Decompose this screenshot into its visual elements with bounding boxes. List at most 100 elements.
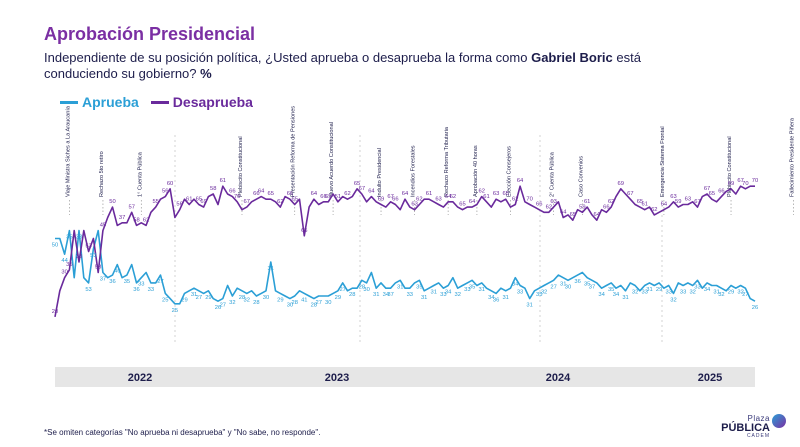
chart-legend: Aprueba Desaprueba (60, 94, 253, 110)
data-label-aprueba: 29 (205, 295, 211, 301)
data-label-aprueba: 32 (737, 290, 743, 296)
data-label-aprueba: 27 (196, 295, 202, 301)
data-label-aprueba: 32 (689, 290, 695, 296)
data-label-desaprueba: 62 (478, 189, 484, 195)
data-label-aprueba: 32 (670, 297, 676, 303)
data-label-desaprueba: 62 (416, 196, 422, 202)
event-label: Viaje Ministra Siches a La Araucanía (65, 105, 71, 197)
event-label: Nuevo Acuerdo Constitucional (329, 122, 335, 197)
data-label-aprueba: 31 (191, 292, 197, 298)
question-unit: % (200, 66, 212, 81)
data-label-aprueba: 33 (680, 290, 686, 296)
data-label-aprueba: 30 (287, 303, 293, 309)
data-label-desaprueba: 65 (502, 191, 508, 197)
data-label-aprueba: 27 (550, 284, 556, 290)
survey-question: Independiente de su posición política, ¿… (44, 50, 641, 81)
data-label-aprueba: 33 (148, 287, 154, 293)
data-label-aprueba: 27 (220, 303, 226, 309)
data-label-desaprueba: 65 (196, 196, 202, 202)
data-label-aprueba: 53 (90, 253, 96, 259)
data-label-aprueba: 36 (109, 279, 115, 285)
data-label-aprueba: 37 (589, 284, 595, 290)
data-label-aprueba: 31 (502, 295, 508, 301)
data-label-aprueba: 32 (541, 290, 547, 296)
data-label-aprueba: 40 (114, 269, 120, 275)
data-label-aprueba: 30 (263, 295, 269, 301)
data-label-desaprueba: 65 (637, 199, 643, 205)
data-label-desaprueba: 65 (325, 194, 331, 200)
data-label-desaprueba: 58 (210, 186, 216, 192)
data-label-aprueba: 29 (728, 290, 734, 296)
question-subject: Gabriel Boric (531, 50, 613, 65)
logo-icon (772, 414, 786, 428)
data-label-aprueba: 35 (608, 287, 614, 293)
data-label-aprueba: 32 (455, 292, 461, 298)
data-label-aprueba: 33 (76, 235, 82, 241)
data-label-desaprueba: 61 (584, 199, 590, 205)
data-label-aprueba: 28 (253, 300, 259, 306)
footnote: *Se omiten categorías "No aprueba ni des… (44, 428, 321, 437)
year-band (55, 367, 755, 387)
data-label-aprueba: 34 (598, 292, 605, 298)
data-label-desaprueba: 58 (133, 217, 139, 223)
plaza-publica-logo: Plaza PÚBLICA CADEM (706, 414, 786, 440)
data-label-desaprueba: 67 (387, 194, 393, 200)
data-label-desaprueba: 53 (95, 264, 101, 270)
data-label-desaprueba: 64 (311, 191, 318, 197)
data-label-aprueba: 35 (469, 284, 475, 290)
data-label-desaprueba: 67 (694, 199, 700, 205)
year-label: 2024 (546, 372, 571, 384)
event-label: Fallecimiento Presidente Piñera (789, 117, 795, 197)
data-label-desaprueba: 65 (291, 196, 297, 202)
data-label-desaprueba: 62 (143, 217, 149, 223)
data-label-desaprueba: 65 (354, 181, 360, 187)
event-label: Presentación Reforma de Pensiones (291, 106, 297, 197)
data-label-desaprueba: 62 (450, 194, 456, 200)
data-label-desaprueba: 70 (234, 194, 240, 200)
data-label-aprueba: 33 (440, 292, 446, 298)
event-label: Aprobación 40 horas (473, 145, 479, 197)
data-label-desaprueba: 64 (402, 191, 409, 197)
data-label-aprueba: 36 (574, 279, 580, 285)
data-label-aprueba: 31 (560, 282, 566, 288)
data-label-aprueba: 28 (359, 284, 365, 290)
data-label-desaprueba: 62 (651, 207, 657, 213)
legend-aprueba: Aprueba (60, 94, 139, 110)
data-label-aprueba: 30 (325, 300, 331, 306)
data-label-aprueba: 28 (239, 295, 245, 301)
event-label: Rechazo 5to retiro (99, 151, 105, 197)
data-label-desaprueba: 35 (66, 262, 72, 268)
event-label: Incendios Forestales (411, 145, 417, 197)
data-label-desaprueba: 64 (469, 199, 476, 205)
data-label-desaprueba: 63 (670, 194, 676, 200)
data-label-aprueba: 36 (133, 287, 139, 293)
event-label: Plebiscito Constitucional (727, 136, 733, 197)
data-label-desaprueba: 62 (512, 196, 518, 202)
data-label-aprueba: 29 (656, 287, 662, 293)
legend-desaprueba: Desaprueba (150, 94, 253, 110)
data-label-desaprueba: 65 (709, 191, 715, 197)
data-label-aprueba: 33 (407, 292, 413, 298)
data-label-desaprueba: 62 (277, 199, 283, 205)
data-label-desaprueba: 64 (445, 194, 452, 200)
event-label: Caso Convenios (578, 156, 584, 197)
data-label-desaprueba: 63 (685, 196, 691, 202)
data-label-aprueba: 34 (512, 282, 519, 288)
data-label-desaprueba: 37 (119, 215, 125, 221)
event-label: Elección Consejeros (506, 146, 512, 197)
data-label-desaprueba: 62 (546, 204, 552, 210)
data-label-desaprueba: 53 (85, 244, 91, 250)
data-label-desaprueba: 66 (603, 204, 609, 210)
data-label-aprueba: 35 (124, 279, 130, 285)
data-label-aprueba: 53 (85, 287, 91, 293)
data-label-desaprueba: 66 (392, 196, 398, 202)
data-label-aprueba: 32 (632, 290, 638, 296)
data-label-desaprueba: 63 (411, 202, 417, 208)
data-label-desaprueba: 69 (728, 181, 734, 187)
data-label-aprueba: 36 (493, 297, 499, 303)
data-label-aprueba: 33 (138, 282, 144, 288)
data-label-aprueba: 34 (704, 287, 711, 293)
data-label-desaprueba: 66 (229, 189, 235, 195)
data-label-desaprueba: 61 (483, 194, 489, 200)
data-label-desaprueba: 64 (560, 210, 567, 216)
